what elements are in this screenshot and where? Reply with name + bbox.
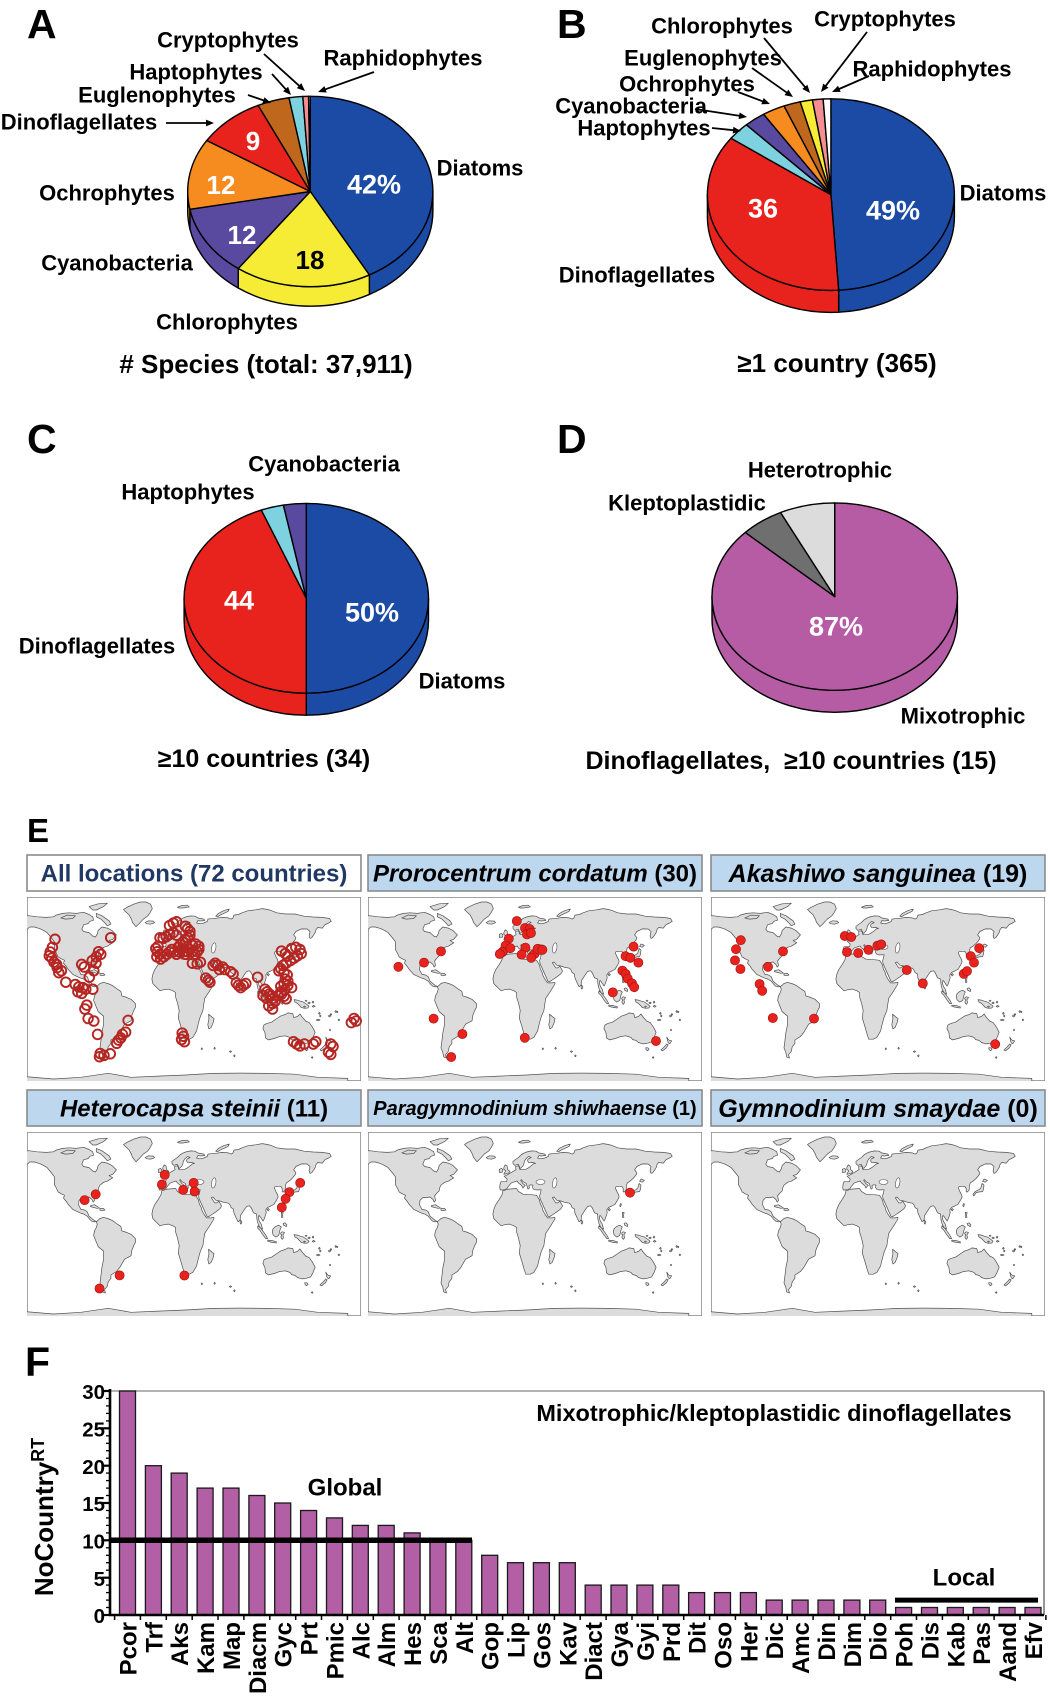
svg-text:36: 36	[748, 193, 778, 223]
svg-text:Prt: Prt	[297, 1622, 324, 1655]
svg-text:Diatoms: Diatoms	[419, 669, 506, 694]
svg-text:49%: 49%	[866, 195, 920, 225]
svg-text:Alt: Alt	[452, 1622, 479, 1654]
svg-text:Kav: Kav	[555, 1621, 582, 1666]
svg-text:Mixotrophic: Mixotrophic	[901, 704, 1026, 729]
svg-text:Gya: Gya	[607, 1621, 634, 1667]
svg-text:All locations (72 countries): All locations (72 countries)	[41, 860, 348, 887]
svg-text:# Species (total: 37,911): # Species (total: 37,911)	[119, 349, 412, 379]
svg-text:18: 18	[296, 245, 325, 275]
svg-text:Chlorophytes: Chlorophytes	[156, 310, 298, 335]
svg-text:Euglenophytes: Euglenophytes	[624, 46, 782, 71]
svg-text:Dit: Dit	[685, 1622, 712, 1654]
svg-text:Haptophytes: Haptophytes	[577, 116, 710, 141]
svg-text:87%: 87%	[809, 611, 863, 641]
svg-text:Local: Local	[933, 1564, 996, 1591]
svg-text:Oso: Oso	[711, 1622, 738, 1669]
svg-text:Hes: Hes	[400, 1622, 427, 1666]
svg-text:D: D	[557, 416, 587, 462]
svg-text:Global: Global	[308, 1474, 383, 1501]
svg-text:Pmic: Pmic	[323, 1622, 350, 1679]
svg-text:≥1 country (365): ≥1 country (365)	[737, 348, 936, 378]
svg-text:Ochrophytes: Ochrophytes	[619, 72, 755, 97]
svg-text:44: 44	[224, 585, 254, 615]
svg-text:F: F	[25, 1339, 50, 1385]
svg-text:42%: 42%	[347, 169, 401, 199]
svg-text:Cryptophytes: Cryptophytes	[157, 28, 299, 53]
svg-text:Gyi: Gyi	[633, 1622, 660, 1661]
svg-text:Heterotrophic: Heterotrophic	[748, 458, 892, 483]
svg-text:Kab: Kab	[943, 1622, 970, 1667]
svg-text:Din: Din	[814, 1622, 841, 1661]
svg-text:Paragymnodinium shiwhaense (1): Paragymnodinium shiwhaense (1)	[373, 1098, 696, 1120]
svg-text:Mixotrophic/kleptoplastidic di: Mixotrophic/kleptoplastidic dinoflagella…	[536, 1400, 1011, 1426]
svg-text:Poh: Poh	[892, 1622, 919, 1667]
svg-text:Euglenophytes: Euglenophytes	[78, 83, 236, 108]
svg-text:C: C	[27, 416, 57, 462]
svg-text:Kleptoplastidic: Kleptoplastidic	[608, 491, 766, 516]
svg-text:Kam: Kam	[193, 1622, 220, 1674]
svg-text:Chlorophytes: Chlorophytes	[651, 14, 793, 39]
svg-text:Aks: Aks	[167, 1622, 194, 1666]
svg-text:Cryptophytes: Cryptophytes	[814, 7, 956, 32]
svg-text:12: 12	[228, 220, 257, 250]
svg-text:Gymnodinium smaydae (0): Gymnodinium smaydae (0)	[718, 1095, 1038, 1123]
svg-text:10: 10	[82, 1531, 105, 1554]
svg-text:Cyanobacteria: Cyanobacteria	[41, 251, 193, 276]
svg-text:Sca: Sca	[426, 1621, 453, 1664]
svg-text:Cyanobacteria: Cyanobacteria	[555, 94, 707, 119]
svg-text:Prorocentrum cordatum (30): Prorocentrum cordatum (30)	[373, 860, 697, 887]
svg-text:Haptophytes: Haptophytes	[121, 480, 254, 505]
svg-text:25: 25	[82, 1419, 105, 1442]
svg-text:Dic: Dic	[762, 1622, 789, 1659]
svg-text:Akashiwo sanguinea (19): Akashiwo sanguinea (19)	[728, 860, 1028, 888]
svg-text:Efv: Efv	[1021, 1621, 1048, 1659]
svg-text:Diatoms: Diatoms	[960, 181, 1047, 206]
svg-text:NoCountryRT: NoCountryRT	[28, 1438, 59, 1596]
svg-text:Gos: Gos	[529, 1622, 556, 1669]
svg-text:Aand: Aand	[995, 1622, 1022, 1682]
svg-text:A: A	[27, 1, 57, 47]
svg-text:Dinoflagellates: Dinoflagellates	[1, 110, 157, 135]
svg-text:Gop: Gop	[478, 1622, 505, 1670]
svg-text:Cyanobacteria: Cyanobacteria	[248, 452, 400, 477]
svg-text:Dim: Dim	[840, 1622, 867, 1667]
svg-text:Raphidophytes: Raphidophytes	[853, 57, 1012, 82]
svg-text:≥10 countries (34): ≥10 countries (34)	[158, 745, 370, 773]
svg-text:Heterocapsa steinii (11): Heterocapsa steinii (11)	[60, 1095, 328, 1122]
svg-text:30: 30	[82, 1381, 105, 1404]
svg-text:Alm: Alm	[374, 1622, 401, 1667]
svg-text:Raphidophytes: Raphidophytes	[324, 46, 483, 71]
svg-text:0: 0	[94, 1605, 105, 1628]
svg-text:E: E	[27, 812, 49, 849]
svg-text:Haptophytes: Haptophytes	[129, 60, 262, 85]
svg-text:50%: 50%	[345, 597, 399, 627]
svg-text:Trf: Trf	[141, 1621, 168, 1653]
svg-text:9: 9	[246, 126, 260, 156]
svg-text:Pcor: Pcor	[116, 1622, 143, 1675]
svg-text:Diact: Diact	[581, 1622, 608, 1681]
svg-text:Map: Map	[219, 1622, 246, 1670]
svg-text:Ochrophytes: Ochrophytes	[39, 181, 175, 206]
svg-text:12: 12	[207, 170, 236, 200]
svg-text:15: 15	[82, 1493, 105, 1516]
svg-text:Prd: Prd	[659, 1622, 686, 1662]
svg-text:Diacm: Diacm	[245, 1622, 272, 1694]
svg-text:20: 20	[82, 1456, 105, 1479]
svg-text:Her: Her	[736, 1622, 763, 1662]
svg-text:Pas: Pas	[969, 1622, 996, 1665]
svg-text:Gyc: Gyc	[271, 1622, 298, 1667]
svg-text:Dinoflagellates: Dinoflagellates	[559, 263, 715, 288]
svg-text:Dio: Dio	[866, 1622, 893, 1661]
svg-text:Dis: Dis	[918, 1622, 945, 1659]
svg-text:Dinoflagellates: Dinoflagellates	[19, 634, 175, 659]
svg-text:Lip: Lip	[504, 1622, 531, 1658]
svg-text:Dinoflagellates, ≥10 countrie: Dinoflagellates, ≥10 countries (15)	[585, 747, 996, 775]
svg-text:Amc: Amc	[788, 1622, 815, 1674]
svg-text:B: B	[557, 1, 587, 47]
svg-text:Diatoms: Diatoms	[437, 156, 524, 181]
svg-text:Alc: Alc	[348, 1622, 375, 1659]
svg-text:5: 5	[94, 1568, 105, 1591]
